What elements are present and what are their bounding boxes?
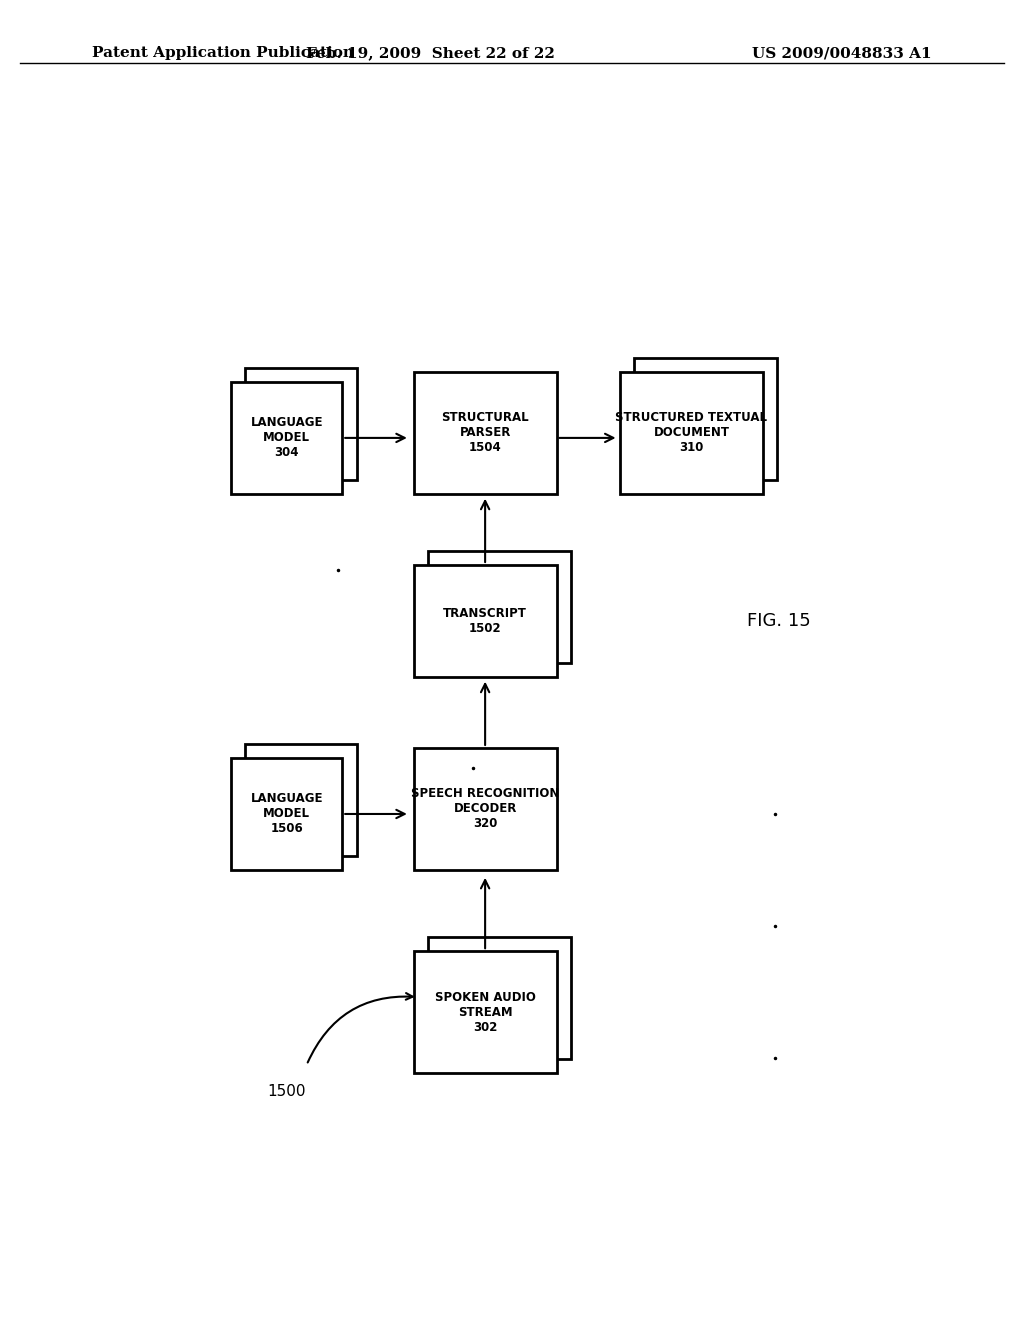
Text: LANGUAGE
MODEL
304: LANGUAGE MODEL 304 bbox=[251, 416, 323, 459]
Bar bbox=[428, 550, 570, 663]
Text: Patent Application Publication: Patent Application Publication bbox=[92, 46, 354, 61]
Bar bbox=[428, 937, 570, 1059]
Text: FIG. 15: FIG. 15 bbox=[746, 612, 811, 630]
Bar bbox=[414, 565, 557, 677]
FancyArrowPatch shape bbox=[307, 993, 413, 1063]
Bar bbox=[246, 744, 356, 855]
Text: US 2009/0048833 A1: US 2009/0048833 A1 bbox=[753, 46, 932, 61]
Bar bbox=[231, 381, 342, 494]
Text: LANGUAGE
MODEL
1506: LANGUAGE MODEL 1506 bbox=[251, 792, 323, 836]
Bar bbox=[231, 758, 342, 870]
Bar bbox=[620, 372, 763, 494]
Bar bbox=[414, 952, 557, 1073]
Text: SPEECH RECOGNITION
DECODER
320: SPEECH RECOGNITION DECODER 320 bbox=[411, 788, 559, 830]
Text: TRANSCRIPT
1502: TRANSCRIPT 1502 bbox=[443, 607, 527, 635]
Bar bbox=[246, 368, 356, 479]
Bar bbox=[634, 358, 777, 479]
Bar bbox=[414, 748, 557, 870]
Text: SPOKEN AUDIO
STREAM
302: SPOKEN AUDIO STREAM 302 bbox=[434, 991, 536, 1034]
Text: STRUCTURED TEXTUAL
DOCUMENT
310: STRUCTURED TEXTUAL DOCUMENT 310 bbox=[615, 412, 767, 454]
Bar bbox=[414, 372, 557, 494]
Text: Feb. 19, 2009  Sheet 22 of 22: Feb. 19, 2009 Sheet 22 of 22 bbox=[305, 46, 555, 61]
Text: STRUCTURAL
PARSER
1504: STRUCTURAL PARSER 1504 bbox=[441, 412, 529, 454]
Text: 1500: 1500 bbox=[267, 1084, 305, 1100]
